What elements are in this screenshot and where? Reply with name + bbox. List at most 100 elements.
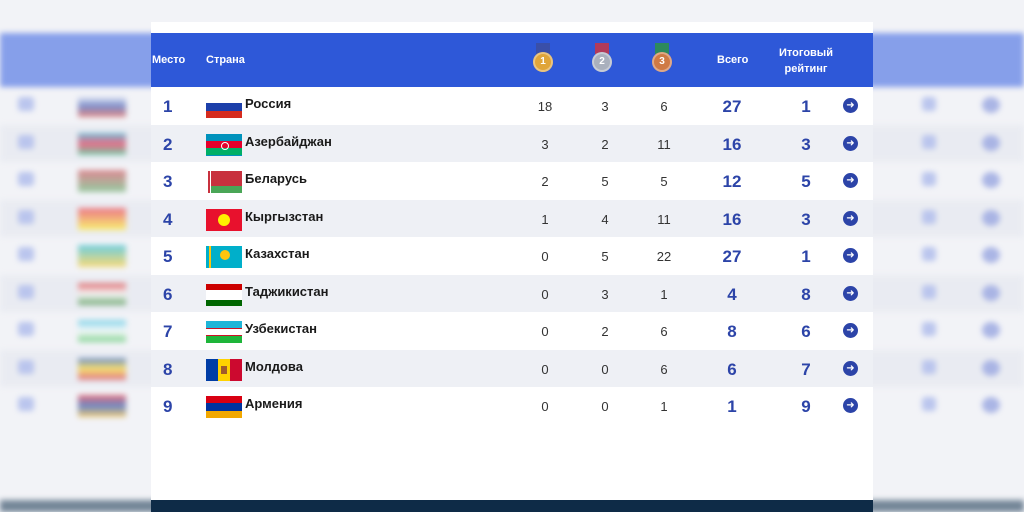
row-details-arrow-icon[interactable]: ➜ [843,173,858,188]
blurred-mark [982,247,1000,263]
row-country-name: Казахстан [245,246,310,261]
row-country-name: Азербайджан [245,133,332,149]
row-bronze-count: 5 [660,174,668,189]
row-silver-count: 2 [601,324,609,339]
blurred-flag [78,320,126,342]
gold-ribbon [536,43,550,54]
gold-medal-label: 1 [533,52,553,72]
blurred-mark [18,172,34,186]
row-silver-count: 4 [601,211,609,227]
blurred-row [0,387,1024,425]
blurred-row [0,162,1024,200]
blurred-mark [18,322,34,336]
row-silver-count: 2 [601,136,609,152]
blurred-mark [18,284,34,299]
row-total: 27 [722,97,742,116]
row-details-arrow-icon[interactable]: ➜ [843,210,858,226]
row-gold-count: 0 [541,361,549,377]
blurred-mark [18,97,34,111]
blurred-mark [982,284,1000,301]
table-row: 5 Казахстан 0 5 22 27 1 ➜ [151,237,873,275]
row-details-arrow-icon[interactable]: ➜ [843,360,858,376]
blurred-mark [982,359,1000,376]
blurred-mark [982,97,1000,113]
row-rating: 9 [801,397,811,416]
table-header: Место Страна 1 2 3 Всего Итоговый рейтин… [151,33,873,87]
blurred-mark [18,359,34,374]
blurred-mark [18,397,34,411]
blurred-flag [78,132,126,155]
blurred-flag [78,357,126,380]
header-place: Место [152,54,186,66]
header-rating: Итоговый рейтинг [779,47,833,75]
row-total: 6 [727,359,737,379]
silver-medal-label: 2 [592,52,612,72]
flag-kazakhstan-icon [206,246,242,268]
row-place: 9 [163,397,173,416]
blurred-row [0,87,1024,125]
row-details-arrow-icon[interactable]: ➜ [843,285,858,301]
row-details-arrow-icon[interactable]: ➜ [843,398,858,413]
blurred-mark [982,322,1000,338]
row-total: 1 [727,397,737,416]
row-bronze-count: 6 [660,99,668,114]
row-country-name: Беларусь [245,171,307,186]
blurred-row [0,312,1024,350]
row-bronze-count: 6 [660,361,668,377]
row-silver-count: 0 [601,361,609,377]
row-details-arrow-icon[interactable]: ➜ [843,323,858,338]
row-country-name: Армения [245,396,303,411]
row-place: 5 [163,247,173,266]
panel-footer-bar [151,500,873,512]
row-gold-count: 0 [541,324,549,339]
row-total: 16 [722,134,742,154]
row-details-arrow-icon[interactable]: ➜ [843,135,858,151]
flag-moldova-icon [206,358,242,381]
row-country-name: Таджикистан [245,283,329,299]
row-place: 3 [163,172,173,191]
bronze-medal-icon: 3 [651,43,673,77]
row-gold-count: 2 [541,174,549,189]
flag-russia-icon [206,96,242,118]
row-gold-count: 3 [541,136,549,152]
flag-azerbaijan-icon [206,133,242,156]
row-silver-count: 5 [601,174,609,189]
row-total: 16 [722,209,742,229]
row-place: 6 [163,284,173,304]
header-country: Страна [206,54,245,66]
flag-tajikistan-icon [206,283,242,306]
row-silver-count: 3 [601,99,609,114]
blurred-flag [78,282,126,305]
blurred-mark [982,172,1000,188]
row-silver-count: 3 [601,286,609,302]
row-rating: 6 [801,322,811,341]
flag-belarus-icon [206,171,242,193]
blurred-mark [982,397,1000,413]
blurred-mark [922,247,936,261]
flag-uzbekistan-icon [206,321,242,343]
flag-armenia-icon [206,396,242,418]
bronze-ribbon [655,43,669,54]
table-row: 9 Армения 0 0 1 1 9 ➜ [151,387,873,425]
table-row: 3 Беларусь 2 5 5 12 5 ➜ [151,162,873,200]
blurred-flag [78,95,126,117]
blurred-mark [922,97,936,111]
row-place: 4 [163,209,173,229]
table-row: 1 Россия 18 3 6 27 1 ➜ [151,87,873,125]
row-country-name: Кыргызстан [245,208,324,224]
row-details-arrow-icon[interactable]: ➜ [843,98,858,113]
row-bronze-count: 1 [660,286,668,302]
row-bronze-count: 6 [660,324,668,339]
row-total: 4 [727,284,737,304]
row-gold-count: 0 [541,249,549,264]
blurred-mark [922,322,936,336]
row-place: 7 [163,322,173,341]
row-details-arrow-icon[interactable]: ➜ [843,248,858,263]
row-bronze-count: 22 [656,249,672,264]
row-rating: 1 [801,247,811,266]
row-place: 8 [163,359,173,379]
blurred-mark [922,209,936,224]
blurred-mark [18,209,34,224]
blurred-flag [78,395,126,417]
row-gold-count: 1 [541,211,549,227]
